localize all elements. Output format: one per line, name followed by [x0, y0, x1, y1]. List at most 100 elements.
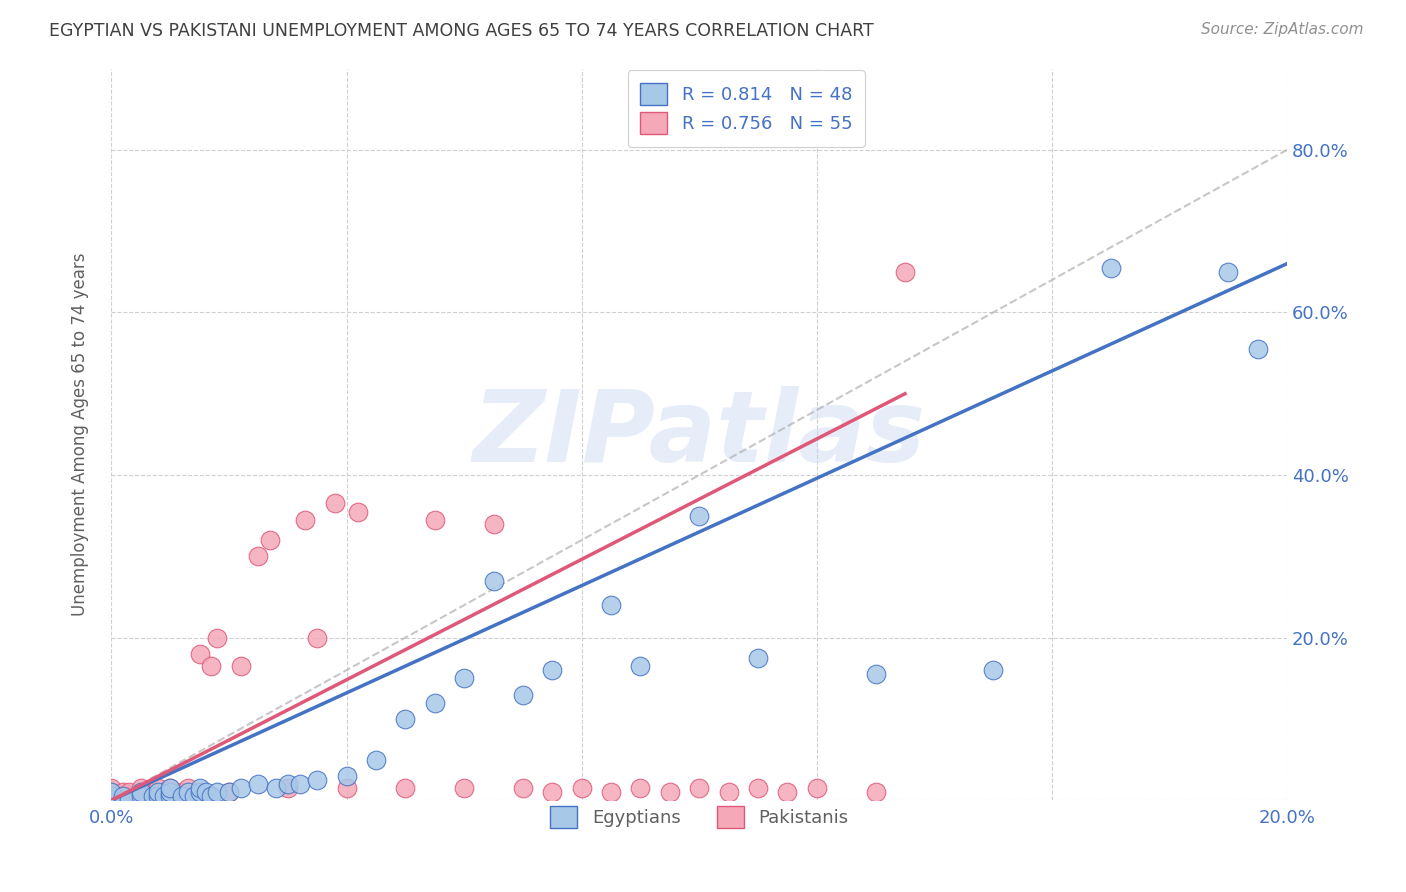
Point [571, 780, 593, 795]
Point [229, 780, 252, 795]
Point [170, 789, 193, 804]
Point [159, 785, 181, 799]
Point [100, 785, 122, 799]
Point [188, 647, 211, 661]
Point [218, 785, 240, 799]
Point [688, 508, 710, 523]
Point [177, 785, 200, 799]
Point [159, 780, 181, 795]
Point [100, 780, 122, 795]
Point [600, 785, 623, 799]
Point [188, 780, 211, 795]
Point [100, 793, 122, 807]
Point [747, 780, 769, 795]
Point [129, 785, 152, 799]
Point [188, 785, 211, 799]
Point [100, 785, 122, 799]
Point [148, 789, 170, 804]
Point [100, 789, 122, 804]
Point [294, 513, 316, 527]
Point [1218, 265, 1240, 279]
Point [658, 785, 681, 799]
Point [118, 793, 141, 807]
Point [482, 516, 505, 531]
Point [364, 753, 387, 767]
Point [894, 265, 917, 279]
Point [776, 785, 799, 799]
Point [153, 789, 176, 804]
Point [247, 549, 270, 564]
Point [100, 793, 122, 807]
Point [1247, 342, 1270, 356]
Point [218, 785, 240, 799]
Point [183, 789, 205, 804]
Point [453, 671, 475, 685]
Text: Source: ZipAtlas.com: Source: ZipAtlas.com [1201, 22, 1364, 37]
Point [247, 777, 270, 791]
Point [200, 659, 222, 673]
Point [394, 780, 416, 795]
Point [323, 496, 346, 510]
Point [336, 769, 359, 783]
Point [159, 789, 181, 804]
Point [747, 651, 769, 665]
Point [288, 777, 311, 791]
Point [1099, 260, 1122, 275]
Point [806, 780, 828, 795]
Point [600, 598, 623, 612]
Point [307, 631, 329, 645]
Point [336, 780, 359, 795]
Point [112, 785, 135, 799]
Point [394, 712, 416, 726]
Point [512, 688, 534, 702]
Point [865, 667, 887, 681]
Point [264, 780, 287, 795]
Point [207, 631, 229, 645]
Point [148, 789, 170, 804]
Point [482, 574, 505, 588]
Point [423, 513, 446, 527]
Point [688, 780, 710, 795]
Point [142, 785, 165, 799]
Point [277, 777, 299, 791]
Point [129, 785, 152, 799]
Point [259, 533, 281, 547]
Point [129, 789, 152, 804]
Point [129, 780, 152, 795]
Legend: Egyptians, Pakistanis: Egyptians, Pakistanis [543, 798, 855, 835]
Point [148, 785, 170, 799]
Point [142, 789, 165, 804]
Point [100, 789, 122, 804]
Point [159, 789, 181, 804]
Point [100, 793, 122, 807]
Point [112, 789, 135, 804]
Point [159, 785, 181, 799]
Point [100, 793, 122, 807]
Point [118, 785, 141, 799]
Point [118, 789, 141, 804]
Point [129, 789, 152, 804]
Point [423, 696, 446, 710]
Point [347, 505, 370, 519]
Text: ZIPatlas: ZIPatlas [472, 386, 925, 483]
Point [981, 663, 1004, 677]
Point [865, 785, 887, 799]
Point [277, 780, 299, 795]
Point [541, 663, 564, 677]
Y-axis label: Unemployment Among Ages 65 to 74 years: Unemployment Among Ages 65 to 74 years [72, 252, 89, 616]
Point [153, 785, 176, 799]
Point [207, 785, 229, 799]
Point [229, 659, 252, 673]
Point [159, 780, 181, 795]
Point [200, 789, 222, 804]
Point [170, 785, 193, 799]
Point [630, 780, 652, 795]
Text: EGYPTIAN VS PAKISTANI UNEMPLOYMENT AMONG AGES 65 TO 74 YEARS CORRELATION CHART: EGYPTIAN VS PAKISTANI UNEMPLOYMENT AMONG… [49, 22, 875, 40]
Point [512, 780, 534, 795]
Point [112, 793, 135, 807]
Point [307, 772, 329, 787]
Point [112, 789, 135, 804]
Point [541, 785, 564, 799]
Point [194, 785, 217, 799]
Point [630, 659, 652, 673]
